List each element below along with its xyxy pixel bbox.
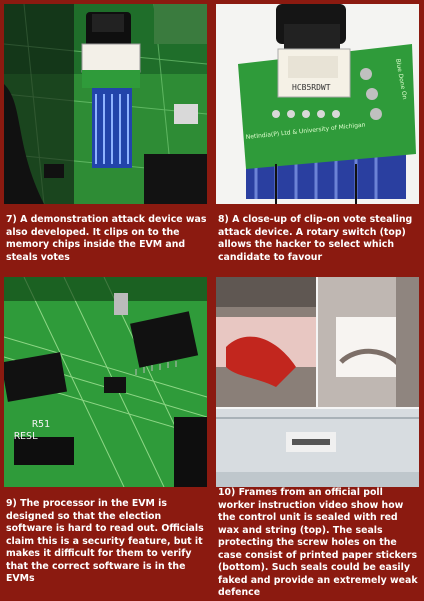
photo-evm-processor-board: R51 RESL — [4, 277, 207, 487]
caption-7: 7) A demonstration attack device was als… — [6, 214, 207, 263]
board-label-resl: RESL — [14, 431, 38, 442]
board-label-r51: R51 — [32, 419, 50, 430]
switch-label: HCB5RDWT — [292, 83, 331, 92]
photo-evm-board-clip-device — [4, 4, 207, 204]
photo-clip-on-device-closeup: HCB5RDWT NetIndia(P) Ltd & University of… — [216, 4, 419, 204]
frame-red-wax-seal-left — [216, 277, 316, 407]
photo-poll-worker-video-frames — [216, 277, 419, 487]
panel-7: 7) A demonstration attack device was als… — [0, 0, 212, 300]
processor-chip — [130, 311, 199, 375]
panel-10: 10) Frames from an official poll worker … — [212, 273, 424, 601]
frame-red-wax-seal-right — [318, 277, 419, 407]
clip-device — [81, 12, 141, 168]
panel-9: R51 RESL 9) The processor in the EVM is … — [0, 273, 212, 601]
caption-9: 9) The processor in the EVM is designed … — [6, 498, 204, 584]
caption-8: 8) A close-up of clip-on vote stealing a… — [218, 214, 413, 263]
frame-paper-sticker-seal — [216, 409, 419, 487]
panel-8: HCB5RDWT NetIndia(P) Ltd & University of… — [212, 0, 424, 300]
caption-10: 10) Frames from an official poll worker … — [218, 487, 418, 598]
rotary-switch: HCB5RDWT — [276, 4, 351, 98]
